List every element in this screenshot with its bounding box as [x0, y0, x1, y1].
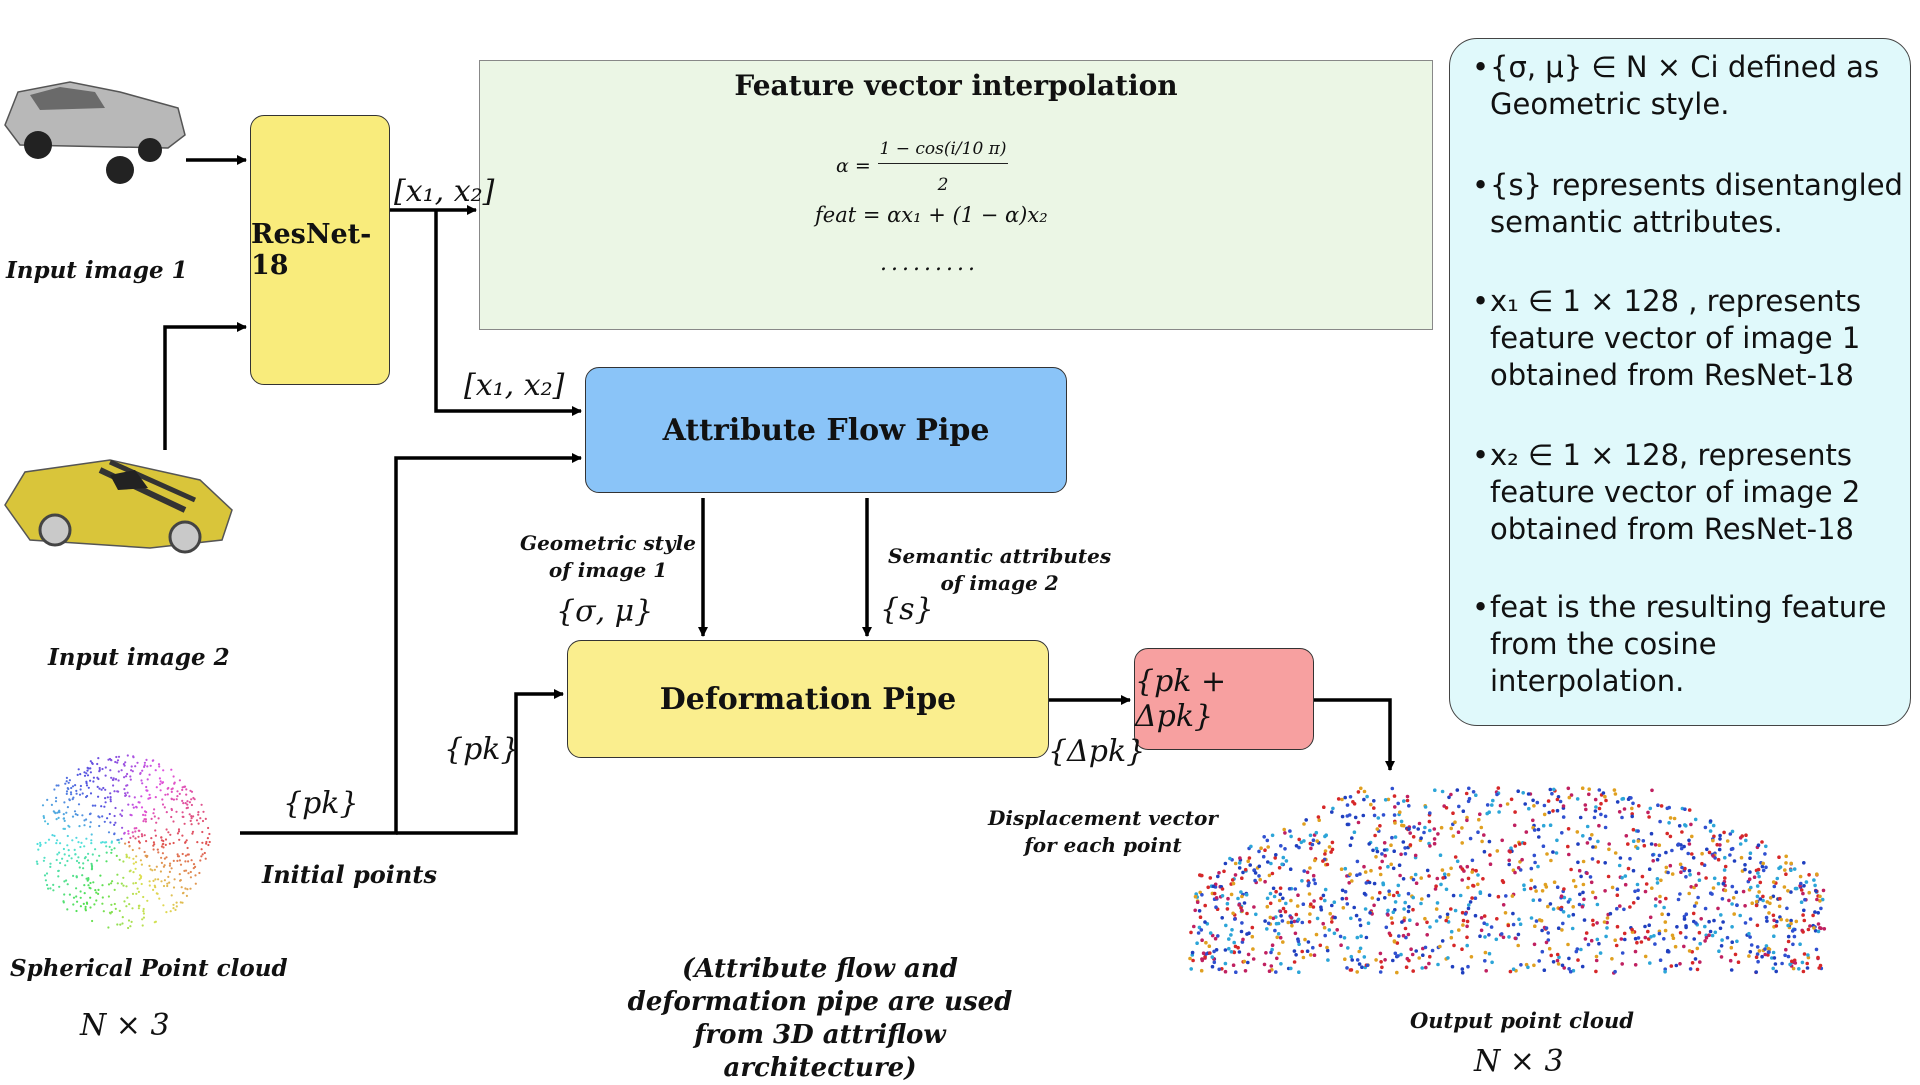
- arrow-img2-resnet: [163, 322, 247, 450]
- alpha-numerator: 1 − cos(i/10 π): [878, 139, 1008, 164]
- s-label: {s}: [880, 592, 934, 627]
- legend-item-x2: • x₂ ∈ 1 × 128, represents feature vector…: [1472, 438, 1861, 546]
- feat-formula: feat = αx₁ + (1 − α)x₂: [815, 203, 1048, 227]
- x1x2-mid-label: [x₁, x₂]: [464, 368, 565, 403]
- input-image-2-caption: Input image 2: [48, 644, 230, 671]
- sphere-caption: Spherical Point cloud: [10, 955, 288, 982]
- pk-initial-label: {pk}: [283, 786, 359, 821]
- x1x2-top-label: [x₁, x₂]: [394, 174, 495, 209]
- interpolation-title: Feature vector interpolation: [734, 69, 1178, 102]
- deformation-pipe: Deformation Pipe: [567, 640, 1049, 758]
- alpha-denominator: 2: [937, 175, 949, 195]
- legend-item-feat: • feat is the resulting feature from the …: [1472, 590, 1887, 698]
- initial-points-label: Initial points: [262, 860, 437, 889]
- legend-item-semantic: • {s} represents disentangled semantic at…: [1472, 168, 1903, 239]
- geometric-style-caption: Geometric style of image 1: [520, 531, 696, 582]
- attribute-flow-pipe: Attribute Flow Pipe: [585, 367, 1067, 493]
- output-point-cloud: [1188, 786, 1827, 975]
- output-dims: N × 3: [1474, 1044, 1564, 1079]
- sphere-dims: N × 3: [80, 1008, 170, 1043]
- arrow-resnet-afp: [434, 210, 582, 416]
- input-image-1-caption: Input image 1: [6, 257, 188, 284]
- resnet-label: ResNet-18: [251, 219, 372, 281]
- arrow-points-deform: [396, 689, 564, 835]
- resnet-block: ResNet-18: [250, 115, 390, 385]
- footnote: (Attribute flow and deformation pipe are…: [627, 954, 1013, 1083]
- interp-ellipsis: .........: [880, 251, 979, 276]
- output-caption: Output point cloud: [1410, 1008, 1634, 1033]
- afp-label: Attribute Flow Pipe: [662, 412, 990, 448]
- legend-item-geometric: • {σ, μ} ∈ N × Ci defined as Geometric st…: [1472, 50, 1880, 121]
- sigma-mu-label: {σ, μ}: [556, 594, 654, 629]
- output-operation-box: {pk + Δpk}: [1134, 648, 1314, 750]
- arrow-points-afp: [240, 453, 582, 835]
- input-image-1: [4, 81, 186, 184]
- interpolation-panel: Feature vector interpolation α = 1 − cos…: [479, 60, 1433, 330]
- semantic-attrs-caption: Semantic attributes of image 2: [888, 544, 1112, 595]
- output-op-label: {pk + Δpk}: [1135, 664, 1227, 734]
- pk-deform-label: {pk}: [444, 732, 520, 767]
- spherical-point-cloud: [35, 754, 211, 930]
- alpha-label: α =: [836, 155, 871, 177]
- dp-label: Deformation Pipe: [659, 681, 957, 717]
- input-image-2: [4, 459, 233, 554]
- displacement-caption: Displacement vector for each point: [988, 806, 1218, 857]
- legend-item-x1: • x₁ ∈ 1 × 128 , represents feature vecto…: [1472, 284, 1862, 392]
- legend-panel: • {σ, μ} ∈ N × Ci defined as Geometric st…: [1449, 38, 1911, 726]
- arrow-out-cloud: [1314, 698, 1395, 771]
- delta-pk-label: {Δpk}: [1048, 734, 1146, 769]
